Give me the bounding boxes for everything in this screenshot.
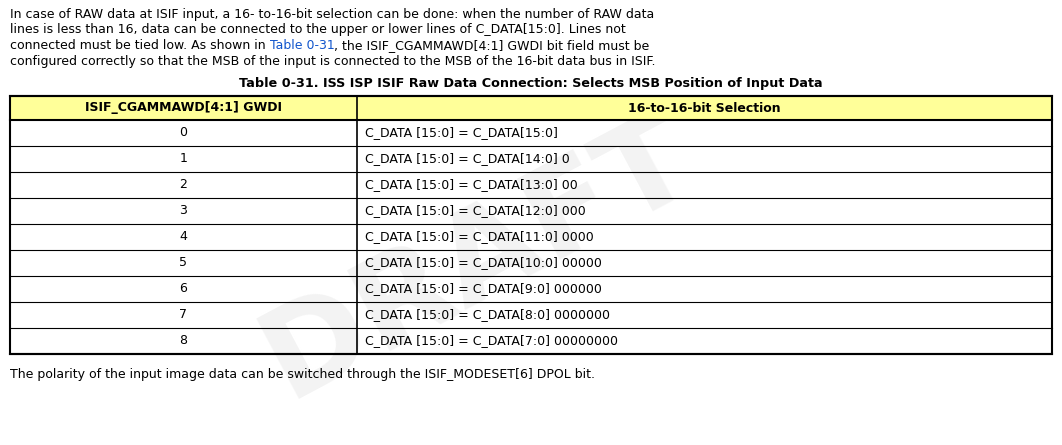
Text: C_DATA [15:0] = C_DATA[13:0] 00: C_DATA [15:0] = C_DATA[13:0] 00: [365, 178, 578, 191]
Text: ISIF_CGAMMAWD[4:1] GWDI: ISIF_CGAMMAWD[4:1] GWDI: [85, 101, 282, 114]
Text: 3: 3: [179, 205, 187, 218]
Text: 7: 7: [179, 308, 188, 321]
Text: 4: 4: [179, 231, 187, 243]
Text: In case of RAW data at ISIF input, a 16- to-16-bit selection can be done: when t: In case of RAW data at ISIF input, a 16-…: [10, 8, 654, 21]
Bar: [10, 96, 1052, 354]
Text: C_DATA [15:0] = C_DATA[8:0] 0000000: C_DATA [15:0] = C_DATA[8:0] 0000000: [365, 308, 610, 321]
Text: 8: 8: [179, 335, 188, 348]
Text: C_DATA [15:0] = C_DATA[14:0] 0: C_DATA [15:0] = C_DATA[14:0] 0: [365, 153, 569, 166]
Text: C_DATA [15:0] = C_DATA[7:0] 00000000: C_DATA [15:0] = C_DATA[7:0] 00000000: [365, 335, 618, 348]
Text: Table 0-31: Table 0-31: [270, 39, 335, 52]
Bar: [10, 96, 1052, 120]
Text: 0: 0: [179, 126, 188, 139]
Text: connected must be tied low. As shown in: connected must be tied low. As shown in: [10, 39, 270, 52]
Text: , the ISIF_CGAMMAWD[4:1] GWDI bit field must be: , the ISIF_CGAMMAWD[4:1] GWDI bit field …: [335, 39, 650, 52]
Text: C_DATA [15:0] = C_DATA[11:0] 0000: C_DATA [15:0] = C_DATA[11:0] 0000: [365, 231, 594, 243]
Text: Table 0-31. ISS ISP ISIF Raw Data Connection: Selects MSB Position of Input Data: Table 0-31. ISS ISP ISIF Raw Data Connec…: [239, 77, 823, 90]
Text: configured correctly so that the MSB of the input is connected to the MSB of the: configured correctly so that the MSB of …: [10, 54, 655, 68]
Text: 6: 6: [179, 283, 187, 295]
Text: 1: 1: [179, 153, 187, 166]
Text: 5: 5: [179, 256, 188, 270]
Text: 2: 2: [179, 178, 187, 191]
Text: The polarity of the input image data can be switched through the ISIF_MODESET[6]: The polarity of the input image data can…: [10, 368, 595, 381]
Text: C_DATA [15:0] = C_DATA[12:0] 000: C_DATA [15:0] = C_DATA[12:0] 000: [365, 205, 586, 218]
Text: DRAFT: DRAFT: [243, 95, 713, 421]
Text: 16-to-16-bit Selection: 16-to-16-bit Selection: [629, 101, 781, 114]
Text: C_DATA [15:0] = C_DATA[10:0] 00000: C_DATA [15:0] = C_DATA[10:0] 00000: [365, 256, 602, 270]
Text: lines is less than 16, data can be connected to the upper or lower lines of C_DA: lines is less than 16, data can be conne…: [10, 24, 626, 36]
Text: C_DATA [15:0] = C_DATA[9:0] 000000: C_DATA [15:0] = C_DATA[9:0] 000000: [365, 283, 602, 295]
Text: C_DATA [15:0] = C_DATA[15:0]: C_DATA [15:0] = C_DATA[15:0]: [365, 126, 558, 139]
